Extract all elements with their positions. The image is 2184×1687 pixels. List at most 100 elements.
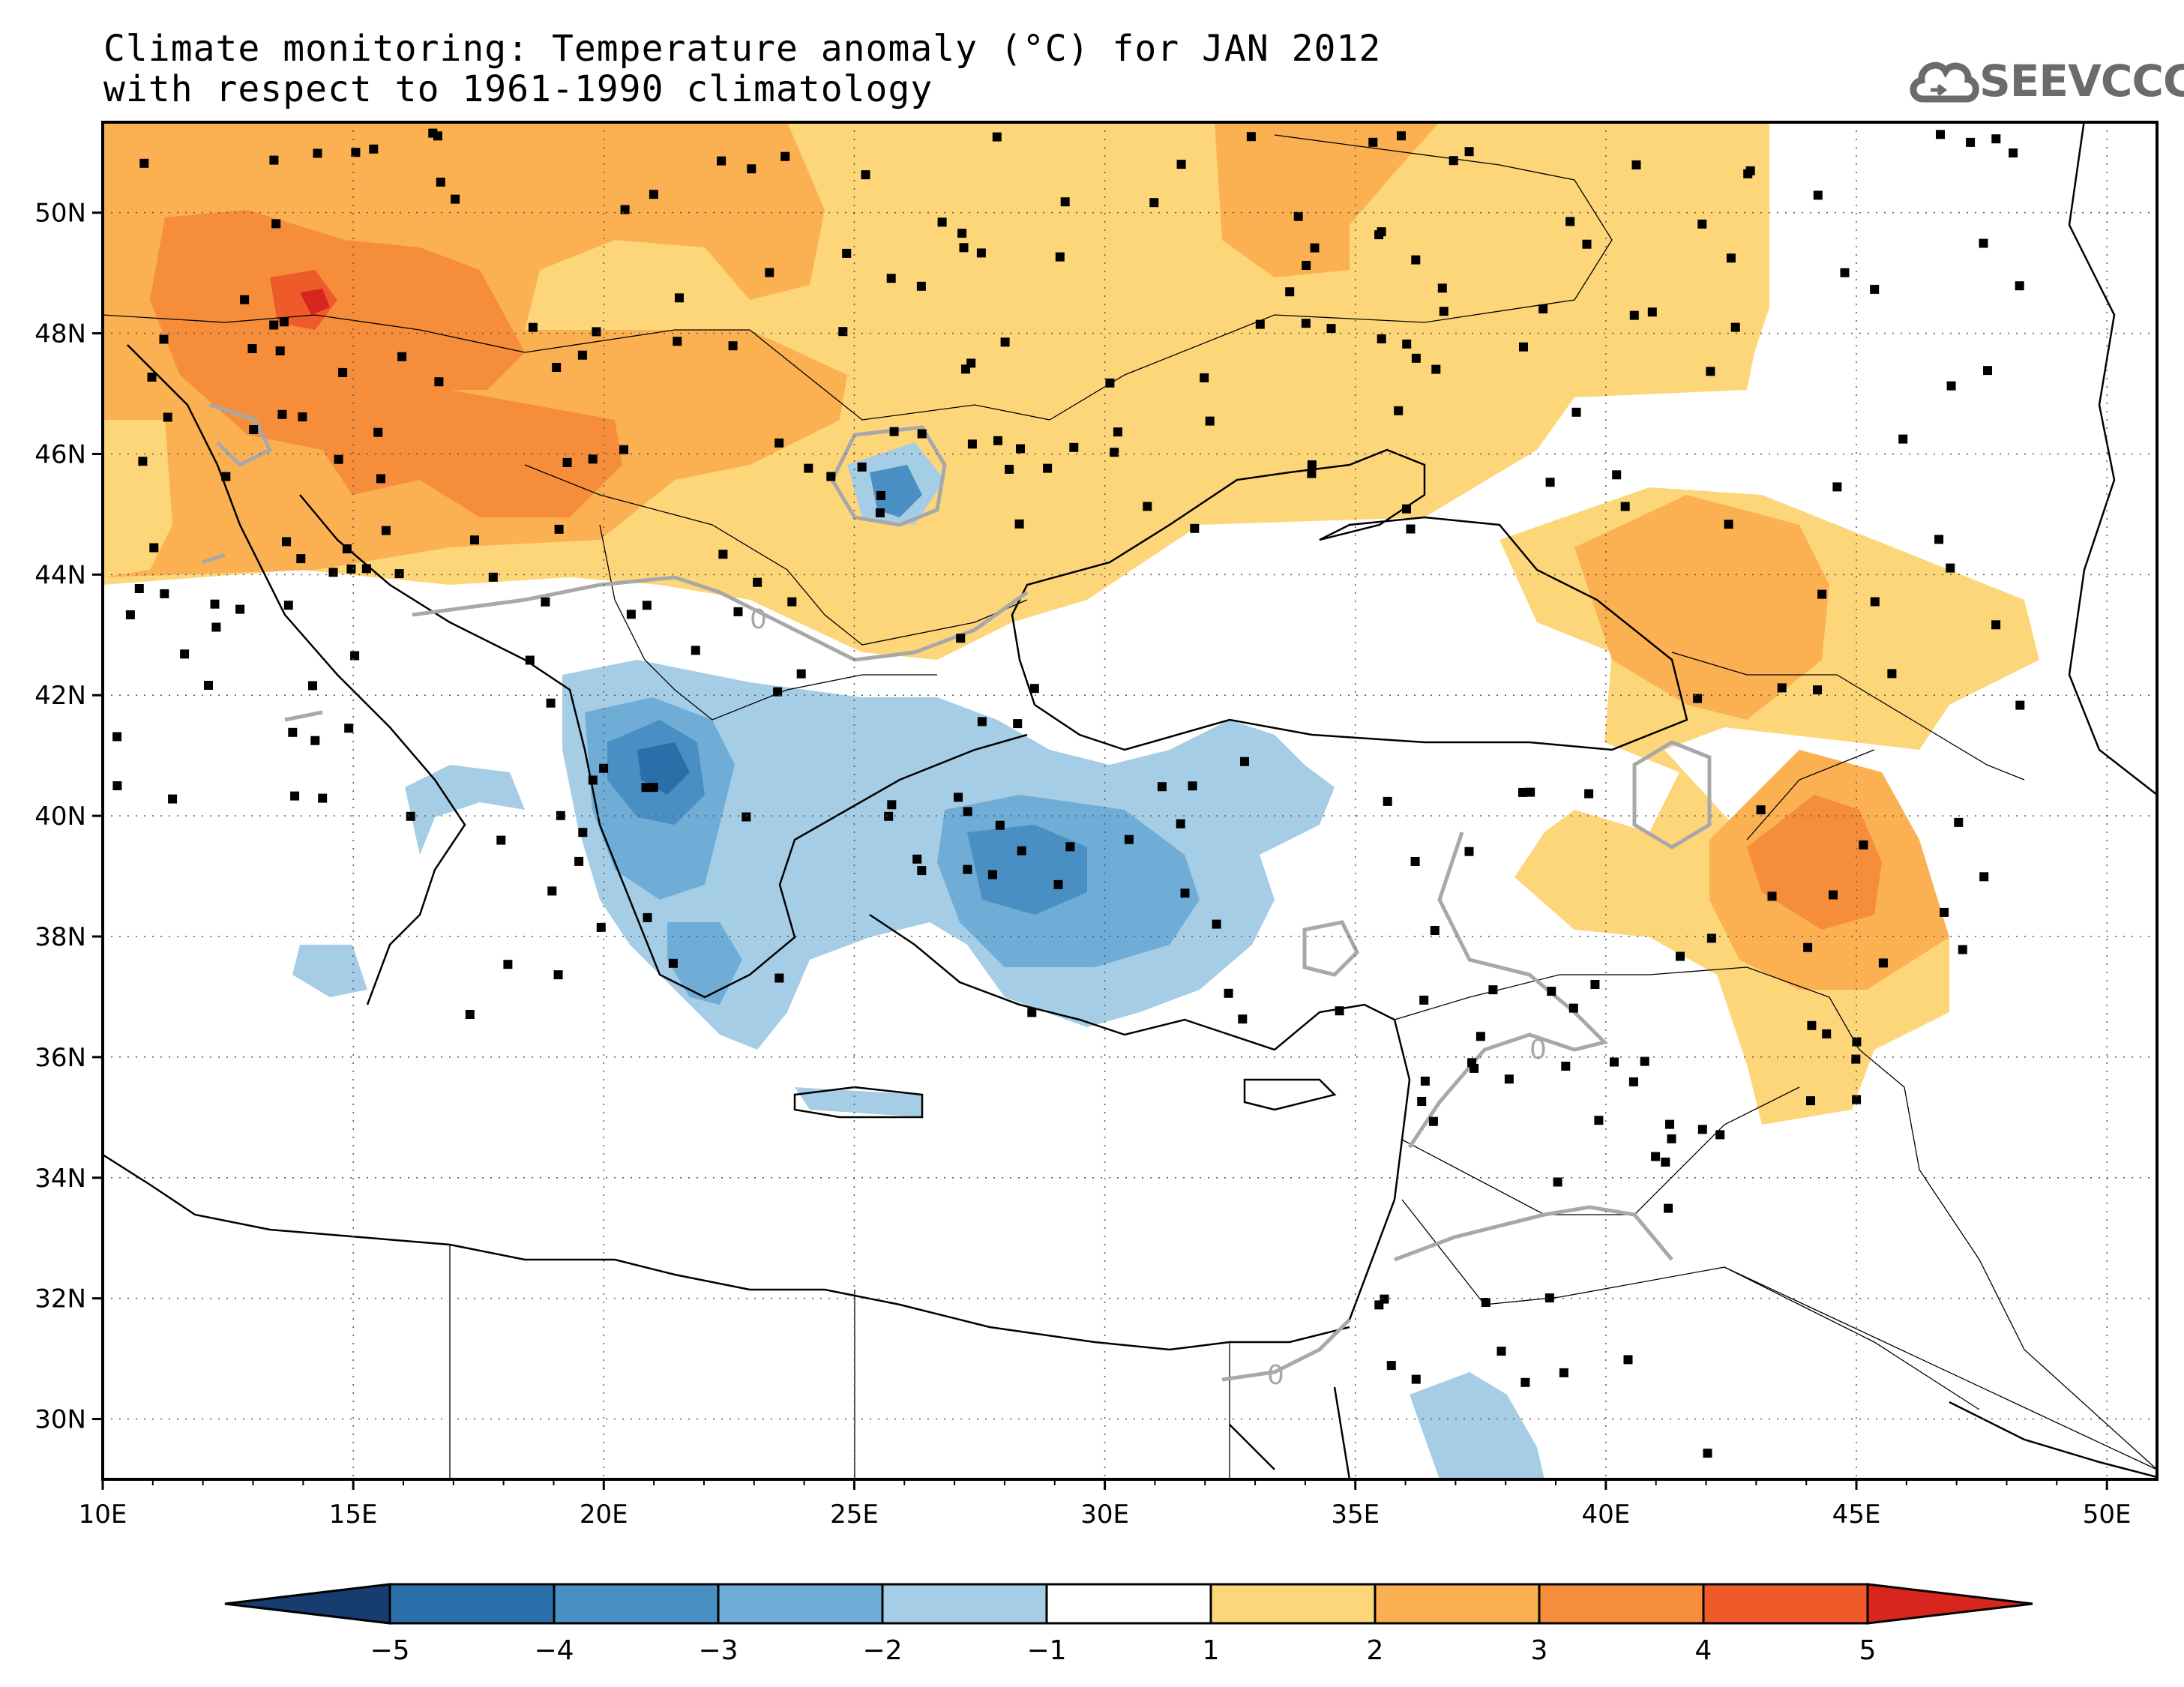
station-marker [967,439,977,449]
station-marker [1538,304,1548,313]
station-marker [1851,1054,1861,1064]
colorbar-bin [1538,1583,1705,1625]
anomaly-region-minus1-italy [405,765,525,855]
station-marker [1310,243,1320,253]
station-marker [1991,134,2001,144]
station-marker [1180,888,1190,898]
station-marker [211,622,221,632]
station-marker [1240,757,1249,766]
station-marker [1411,1374,1421,1384]
station-marker [1544,1293,1554,1303]
station-marker [1402,339,1412,349]
station-marker [1374,1300,1384,1310]
contour-zero-levant-1 [1394,1205,1673,1262]
station-marker [1954,817,1964,827]
station-marker [1631,160,1641,169]
station-marker [361,564,371,574]
station-marker [1307,460,1317,469]
anomaly-region-minus3-anatolia [967,825,1087,915]
station-marker [1335,1006,1344,1016]
station-marker [673,337,682,346]
station-marker [649,783,658,793]
station-marker [269,320,279,330]
coastline-cyprus [1243,1078,1337,1111]
station-marker [1852,1037,1862,1047]
station-marker [1647,307,1657,317]
station-marker [887,800,897,810]
station-marker [1504,1074,1514,1084]
station-marker [578,828,588,838]
colorbar-bin [1374,1583,1541,1625]
station-marker [125,610,135,619]
station-marker [1394,406,1404,415]
station-marker [956,634,966,643]
station-marker [857,462,867,472]
station-marker [1859,840,1868,849]
seevccc-logo: SEEVCCC [1908,52,2184,109]
station-marker [1590,980,1600,989]
station-marker [313,148,322,158]
station-marker [1069,442,1079,452]
station-marker [1212,919,1221,929]
station-marker [1724,520,1733,529]
station-marker [434,377,444,387]
station-marker [1693,694,1703,703]
station-marker [1143,502,1152,511]
station-marker [376,474,385,484]
colorbar-tick-label: −3 [698,1635,738,1666]
station-marker [562,457,572,467]
station-marker [275,346,285,355]
station-marker [351,148,361,157]
station-marker [1377,227,1386,237]
colorbar-tick-label: −1 [1026,1635,1066,1666]
station-marker [1958,945,1967,954]
station-marker [1526,787,1535,797]
station-marker [296,554,306,564]
station-marker [1464,846,1474,856]
station-marker [1706,367,1715,376]
colorbar-legend: −5 −4 −3 −2 −1 1 2 3 4 5 [224,1583,2033,1666]
station-marker [1293,211,1303,221]
station-marker [406,811,415,821]
station-marker [503,960,513,969]
station-marker [394,569,404,579]
longitude-tick-label: 45E [1832,1500,1881,1530]
station-marker [1946,563,1955,573]
station-marker [1402,504,1411,514]
station-marker [1822,1029,1832,1038]
station-marker [1840,268,1850,277]
longitude-tick-label: 35E [1331,1500,1380,1530]
station-marker [1743,169,1753,178]
coastline-north-africa [103,1153,1350,1351]
station-marker [1767,891,1777,901]
colorbar-tick-label: −2 [862,1635,902,1666]
station-marker [796,669,806,679]
station-marker [1420,1076,1430,1086]
station-marker [1519,342,1528,352]
latitude-tick-label: 36N [34,1043,86,1073]
station-marker [1238,1014,1248,1024]
station-marker [1806,1096,1815,1106]
latitude-tick-label: 42N [34,681,86,711]
station-marker [1664,1203,1673,1213]
station-marker [1005,464,1014,474]
contour-zero-southeast [1407,832,1608,1149]
coastline-adriatic-east [299,494,1028,999]
station-marker [1285,287,1295,297]
longitude-tick-label: 30E [1080,1500,1129,1530]
contour-label: 0 [1267,1360,1284,1391]
station-marker [298,412,307,421]
station-marker [553,970,563,980]
station-marker [1176,160,1186,169]
colorbar-bin [881,1583,1048,1625]
station-marker [1640,1056,1649,1066]
contour-zero-east-anatolia [1632,740,1712,849]
station-marker [338,367,348,377]
station-marker [1060,197,1070,207]
station-marker [290,791,300,801]
station-marker [1852,1095,1862,1104]
station-marker [282,537,291,547]
latitude-tick-label: 38N [34,922,86,952]
station-marker [1559,1368,1568,1377]
station-marker [1043,463,1053,473]
